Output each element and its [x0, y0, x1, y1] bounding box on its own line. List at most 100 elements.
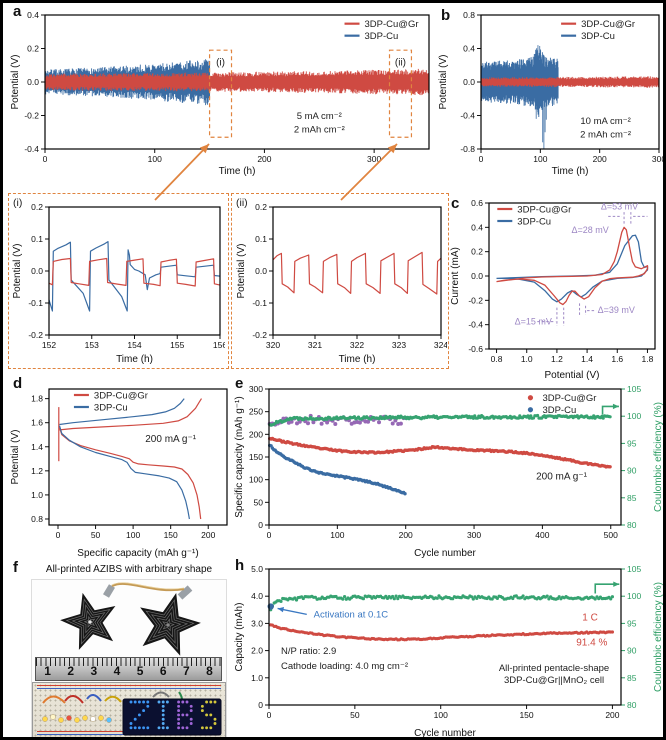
svg-text:-0.2: -0.2	[252, 330, 267, 340]
inset-i-dashed-box: (i) 152 153 154 155 156 -0.2 -0.1 0.0 0.1 0.2 Time…	[8, 193, 229, 369]
svg-text:3DP-Cu: 3DP-Cu	[517, 217, 551, 228]
svg-text:1.6: 1.6	[611, 354, 623, 364]
svg-text:95: 95	[627, 618, 637, 628]
svg-text:323: 323	[392, 340, 406, 350]
svg-text:10 mA cm⁻²: 10 mA cm⁻²	[580, 116, 630, 127]
svg-text:0.2: 0.2	[255, 202, 267, 212]
svg-text:1.4: 1.4	[31, 442, 43, 452]
svg-text:3DP-Cu@Gr: 3DP-Cu@Gr	[581, 19, 635, 30]
svg-text:250: 250	[249, 407, 263, 417]
svg-text:324: 324	[434, 340, 447, 350]
svg-text:Cathode loading: 4.0 mg cm⁻²: Cathode loading: 4.0 mg cm⁻²	[281, 661, 408, 672]
svg-text:150: 150	[249, 452, 263, 462]
svg-text:153: 153	[85, 340, 99, 350]
panel-e-cycle-performance-chart: 0 100 200 300 400 500 0 50 100 150 200 250 300 80 85 90…	[233, 379, 664, 561]
svg-text:-0.4: -0.4	[468, 320, 483, 330]
svg-text:100: 100	[627, 591, 641, 601]
svg-text:90: 90	[627, 466, 637, 476]
inset-ii-dashed-box: (ii) 320 321 322 323 324 -0.2 -0.1 0.0 0.1 0.2 Tim…	[231, 193, 449, 369]
svg-text:5.0: 5.0	[251, 564, 263, 574]
svg-text:1.4: 1.4	[581, 354, 593, 364]
svg-text:Δ=39 mV: Δ=39 mV	[598, 305, 635, 315]
svg-text:105: 105	[627, 384, 641, 394]
svg-text:0: 0	[479, 154, 484, 164]
svg-text:-0.8: -0.8	[460, 144, 475, 154]
svg-text:0.1: 0.1	[31, 234, 43, 244]
svg-text:156: 156	[213, 340, 225, 350]
svg-text:3DP-Cu: 3DP-Cu	[581, 31, 615, 42]
ruler-number: 4	[113, 664, 121, 678]
svg-text:200: 200	[593, 154, 607, 164]
svg-text:0.0: 0.0	[471, 271, 483, 281]
svg-text:(ii): (ii)	[395, 57, 406, 68]
svg-text:Potential (V): Potential (V)	[438, 54, 449, 109]
star-batteries-image	[60, 582, 201, 656]
svg-text:0.8: 0.8	[491, 354, 503, 364]
svg-text:150: 150	[164, 530, 178, 540]
breadboard-blue-rail	[37, 688, 221, 689]
svg-text:50: 50	[91, 530, 101, 540]
svg-text:-0.2: -0.2	[468, 295, 483, 305]
svg-text:0.4: 0.4	[471, 222, 483, 232]
svg-text:Δ=15 mV: Δ=15 mV	[515, 317, 552, 327]
svg-text:0.0: 0.0	[31, 266, 43, 276]
svg-text:200: 200	[201, 530, 215, 540]
svg-text:2 mAh cm⁻²: 2 mAh cm⁻²	[294, 124, 345, 135]
inset-ii-voltage-profile-chart: 320 321 322 323 324 -0.2 -0.1 0.0 0.1 0.2 Time (h)…	[235, 197, 447, 367]
svg-text:50: 50	[254, 497, 264, 507]
svg-text:0.0: 0.0	[463, 77, 475, 87]
panel-label-b: b	[441, 7, 451, 24]
ruler-number: 2	[67, 664, 75, 678]
svg-text:2 mAh cm⁻²: 2 mAh cm⁻²	[580, 129, 631, 140]
svg-text:300: 300	[652, 154, 665, 164]
svg-text:N/P ratio: 2.9: N/P ratio: 2.9	[281, 646, 336, 657]
svg-text:100: 100	[249, 475, 263, 485]
panel-label-a: a	[13, 3, 22, 20]
svg-text:3DP-Cu@Gr: 3DP-Cu@Gr	[365, 19, 419, 30]
svg-text:1.8: 1.8	[642, 354, 654, 364]
svg-text:1.0: 1.0	[31, 490, 43, 500]
svg-text:1.6: 1.6	[31, 418, 43, 428]
svg-text:300: 300	[467, 530, 481, 540]
svg-text:-0.6: -0.6	[468, 344, 483, 354]
svg-text:300: 300	[249, 384, 263, 394]
svg-text:100: 100	[434, 710, 448, 720]
svg-text:3DP-Cu@Gr: 3DP-Cu@Gr	[517, 205, 571, 216]
breadboard-image	[32, 682, 226, 737]
svg-text:Coulombic efficiency (%): Coulombic efficiency (%)	[653, 582, 664, 692]
panel-h-full-cell-cycling-chart: 0 50 100 150 200 0 1.0 2.0 3.0 4.0 5.0 80 85 90 95 100 1…	[233, 561, 664, 737]
svg-text:Activation at 0.1C: Activation at 0.1C	[314, 609, 389, 620]
svg-text:50: 50	[350, 710, 360, 720]
panel-label-h: h	[235, 557, 245, 574]
svg-text:Specific capacity (mAh g⁻¹): Specific capacity (mAh g⁻¹)	[77, 548, 198, 559]
svg-text:-0.4: -0.4	[24, 144, 39, 154]
svg-text:Time (h): Time (h)	[116, 354, 153, 365]
svg-text:0.2: 0.2	[471, 247, 483, 257]
svg-text:Coulombic efficiency (%): Coulombic efficiency (%)	[653, 402, 664, 512]
panel-f-caption: All-printed AZIBS with arbitrary shape	[45, 564, 213, 575]
svg-text:1.8: 1.8	[31, 394, 43, 404]
svg-text:0: 0	[258, 520, 263, 530]
ruler-numbers: 1 2 3 4 5 6 7 8	[36, 665, 221, 677]
inset-ii-label: (ii)	[236, 197, 248, 209]
svg-text:0.4: 0.4	[463, 44, 475, 54]
svg-text:200: 200	[257, 154, 271, 164]
svg-text:0.6: 0.6	[471, 198, 483, 208]
svg-text:100: 100	[148, 154, 162, 164]
ruler-ticks	[36, 658, 221, 666]
svg-text:Potential (V): Potential (V)	[12, 243, 23, 298]
panel-a-cycling-stability-chart: 0 100 200 300 -0.4 -0.2 0.0 0.2 0.4 Time (h) Poten…	[9, 7, 433, 179]
svg-text:0: 0	[43, 154, 48, 164]
svg-text:Current (mA): Current (mA)	[450, 247, 461, 305]
svg-text:-0.2: -0.2	[24, 111, 39, 121]
svg-text:Potential (V): Potential (V)	[10, 54, 21, 109]
svg-text:0: 0	[267, 530, 272, 540]
ruler-number: 7	[182, 664, 190, 678]
svg-text:90: 90	[627, 646, 637, 656]
svg-text:200: 200	[605, 710, 619, 720]
svg-text:1.2: 1.2	[31, 466, 43, 476]
svg-text:150: 150	[519, 710, 533, 720]
svg-text:1 C: 1 C	[582, 613, 598, 624]
panel-label-f: f	[13, 559, 18, 576]
svg-text:4.0: 4.0	[251, 591, 263, 601]
